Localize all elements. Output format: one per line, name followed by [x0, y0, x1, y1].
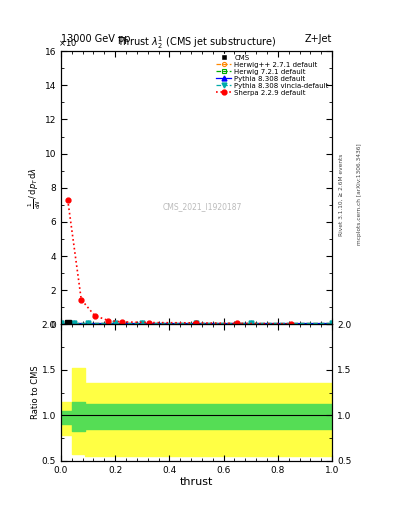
- Y-axis label: $\frac{1}{\mathrm{d}N}\,/\,\mathrm{d}p_T\,\mathrm{d}\lambda$: $\frac{1}{\mathrm{d}N}\,/\,\mathrm{d}p_T…: [27, 167, 43, 209]
- Legend: CMS, Herwig++ 2.7.1 default, Herwig 7.2.1 default, Pythia 8.308 default, Pythia : CMS, Herwig++ 2.7.1 default, Herwig 7.2.…: [215, 53, 330, 97]
- X-axis label: thrust: thrust: [180, 477, 213, 487]
- Text: Rivet 3.1.10, ≥ 2.6M events: Rivet 3.1.10, ≥ 2.6M events: [339, 154, 344, 236]
- Text: Z+Jet: Z+Jet: [305, 33, 332, 44]
- Text: mcplots.cern.ch [arXiv:1306.3436]: mcplots.cern.ch [arXiv:1306.3436]: [357, 144, 362, 245]
- Text: 13000 GeV pp: 13000 GeV pp: [61, 33, 130, 44]
- Text: $\times10$: $\times10$: [58, 37, 77, 49]
- Y-axis label: Ratio to CMS: Ratio to CMS: [31, 366, 40, 419]
- Text: CMS_2021_I1920187: CMS_2021_I1920187: [162, 202, 242, 211]
- Title: Thrust $\lambda_2^1$ (CMS jet substructure): Thrust $\lambda_2^1$ (CMS jet substructu…: [117, 34, 276, 51]
